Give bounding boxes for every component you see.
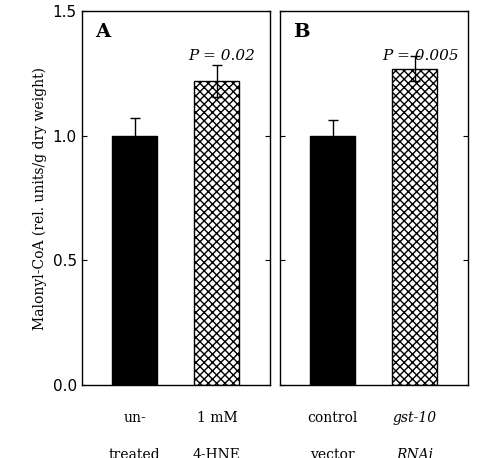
Text: 4-HNE: 4-HNE xyxy=(193,448,241,458)
Text: un-: un- xyxy=(123,411,146,425)
Y-axis label: Malonyl-CoA (rel. units/g dry weight): Malonyl-CoA (rel. units/g dry weight) xyxy=(33,66,47,330)
Text: gst-10: gst-10 xyxy=(393,411,437,425)
Text: RNAi: RNAi xyxy=(396,448,433,458)
Bar xyxy=(194,81,240,385)
Text: A: A xyxy=(95,22,110,41)
Text: P = 0.005: P = 0.005 xyxy=(382,49,458,63)
Text: P = 0.02: P = 0.02 xyxy=(188,49,255,63)
Bar xyxy=(310,136,355,385)
Text: vector: vector xyxy=(311,448,355,458)
Text: 1 mM: 1 mM xyxy=(196,411,237,425)
Text: B: B xyxy=(293,22,309,41)
Bar xyxy=(392,69,437,385)
Bar xyxy=(112,136,157,385)
Text: control: control xyxy=(308,411,358,425)
Text: treated: treated xyxy=(109,448,161,458)
